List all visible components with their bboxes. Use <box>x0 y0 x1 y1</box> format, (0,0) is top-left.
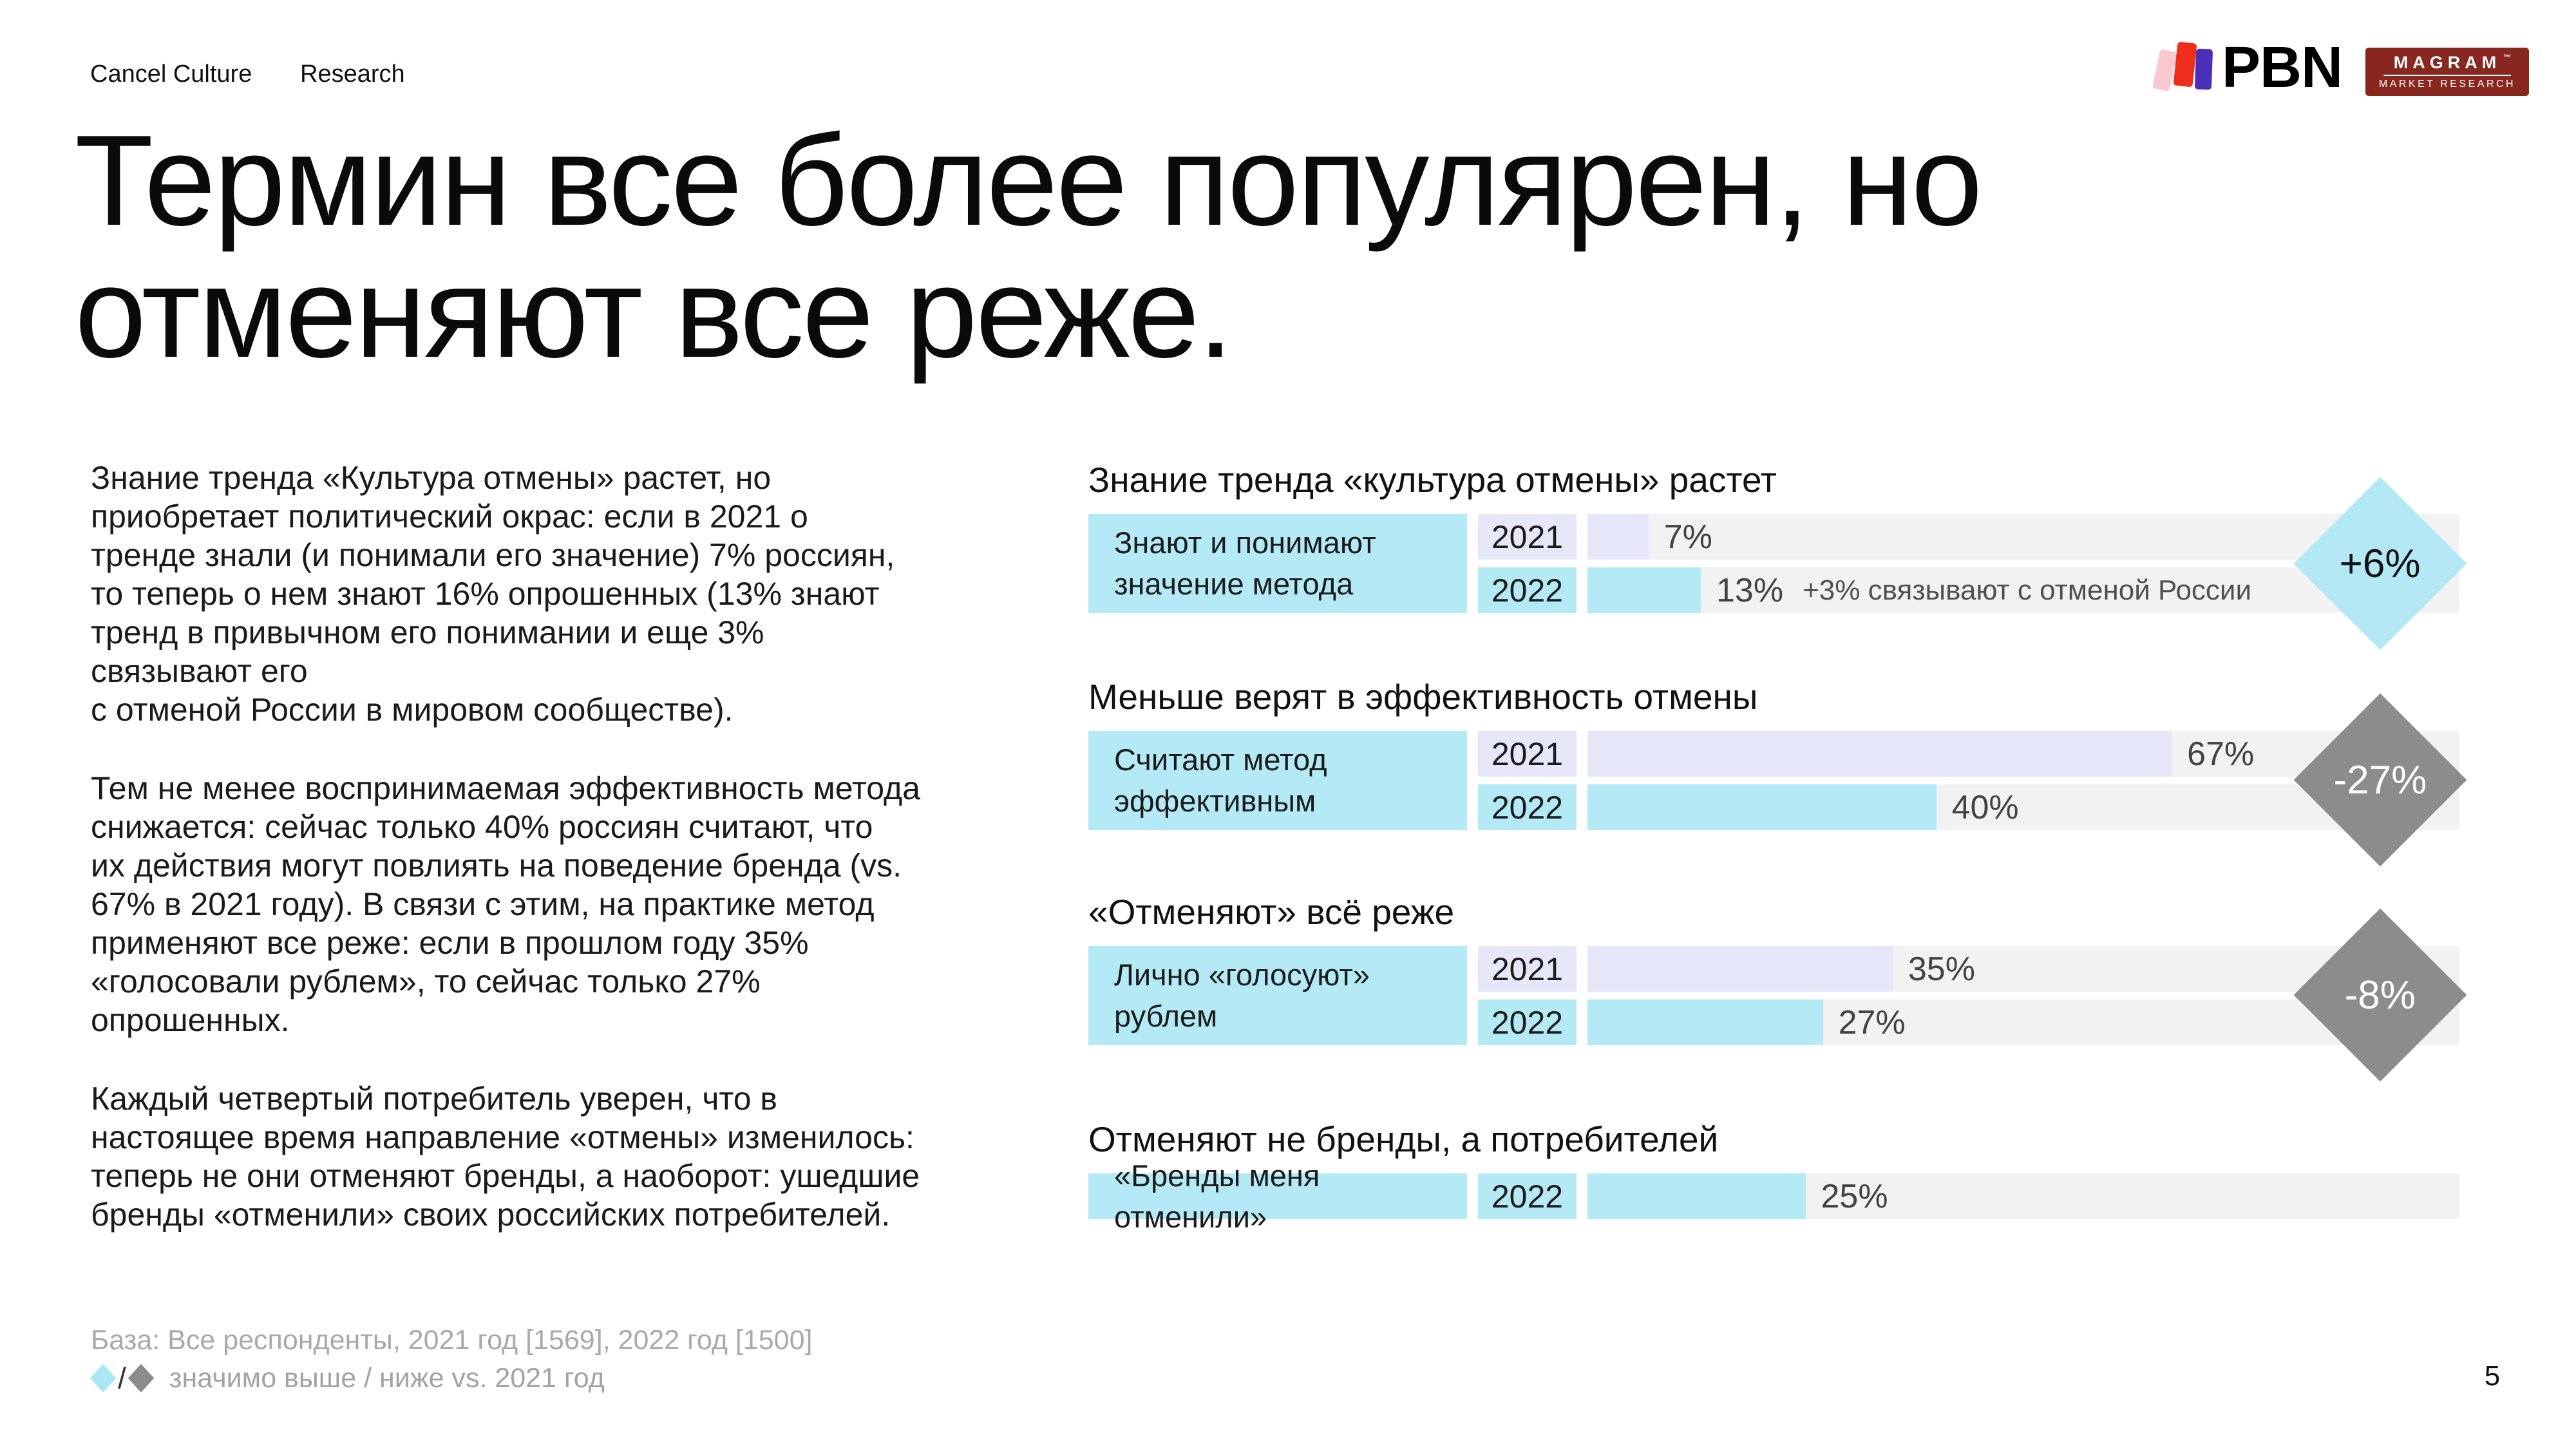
bar-fill <box>1587 946 1893 992</box>
page-number: 5 <box>2484 1360 2501 1392</box>
metric-label-box: «Бренды меня отменили» <box>1088 1159 1467 1234</box>
magram-logo: MAGRAM ™ MARKET RESEARCH <box>2365 48 2529 96</box>
legend-diamond-down-icon <box>128 1363 154 1393</box>
bar-value-label: 35% <box>1908 950 1975 988</box>
paragraph-knowledge: Знание тренда «Культура отмены» растет, … <box>91 460 895 728</box>
year-badge: 2022 <box>1478 567 1577 613</box>
nav-brand-label: Cancel Culture <box>90 61 252 88</box>
bar-value-label: 13% <box>1716 571 1784 609</box>
year-badge: 2021 <box>1478 731 1577 777</box>
year-badge: 2021 <box>1478 946 1577 992</box>
bar-row-2022: 2022 25% <box>1478 1173 2459 1219</box>
bar-value-label: 7% <box>1663 518 1712 556</box>
paragraph-reversal: Каждый четвертый потребитель уверен, что… <box>91 1081 920 1233</box>
chart-section-practice: «Отменяют» всё реже Лично «голосуют» руб… <box>1088 891 2473 1110</box>
metric-label-box: Считают метод эффективным <box>1088 731 1467 830</box>
change-badge-label: -27% <box>2333 757 2427 802</box>
pbn-wordmark: PBN <box>2222 35 2343 100</box>
body-copy: Знание тренда «Культура отмены» растет, … <box>91 459 1005 1274</box>
bar-track: 35% <box>1587 946 2459 992</box>
pbn-logo-pink-bar-icon <box>2152 48 2178 92</box>
metric-label-box: Лично «голосуют» рублем <box>1088 946 1467 1045</box>
legend-diamond-up-icon <box>90 1363 117 1393</box>
magram-logo-divider <box>2383 75 2511 76</box>
bar-annotation: +3% связывают с отменой России <box>1803 574 2252 606</box>
chart-title: «Отменяют» всё реже <box>1088 892 1455 932</box>
bar-value-label: 25% <box>1821 1177 1888 1215</box>
nav-section-label: Research <box>300 61 405 88</box>
bar-value-label: 27% <box>1838 1003 1906 1041</box>
chart-title: Отменяют не бренды, а потребителей <box>1088 1119 1719 1159</box>
magram-logo-title: MAGRAM ™ <box>2394 53 2511 71</box>
bar-row-2021: 2021 67% <box>1478 731 2459 777</box>
legend-label: значимо выше / ниже vs. 2021 год <box>169 1362 605 1394</box>
pbn-logo: PBN <box>2152 35 2349 102</box>
bar-fill <box>1587 1173 1806 1219</box>
bar-fill <box>1587 784 1937 830</box>
chart-section-awareness: Знание тренда «культура отмены» растет З… <box>1088 459 2473 677</box>
chart-section-effectiveness: Меньше верят в эффективность отмены Счит… <box>1088 676 2473 895</box>
magram-trademark-icon: ™ <box>2503 53 2512 62</box>
bar-track: 67% <box>1587 731 2459 777</box>
metric-label-box: Знают и понимают значение метода <box>1088 514 1467 613</box>
page-title: Термин все более популярен, но отменяют … <box>75 109 1983 384</box>
bar-fill <box>1587 567 1701 613</box>
bar-track: 40% <box>1587 784 2459 830</box>
bar-fill <box>1587 731 2172 777</box>
pbn-logo-purple-bar-icon <box>2194 48 2213 90</box>
year-badge: 2022 <box>1478 1173 1577 1219</box>
change-badge-label: +6% <box>2340 541 2421 586</box>
bar-track: 25% <box>1587 1173 2459 1219</box>
chart-title: Меньше верят в эффективность отмены <box>1088 677 1758 717</box>
chart-section-consumers-cancelled: Отменяют не бренды, а потребителей «Брен… <box>1088 1118 2473 1247</box>
year-badge: 2022 <box>1478 999 1577 1045</box>
legend-separator: / <box>118 1361 126 1395</box>
year-badge: 2021 <box>1478 514 1577 560</box>
magram-logo-subtitle: MARKET RESEARCH <box>2378 79 2516 90</box>
change-badge-label: -8% <box>2344 972 2416 1018</box>
bar-value-label: 40% <box>1951 788 2019 826</box>
bar-row-2022: 2022 40% <box>1478 784 2459 830</box>
bar-fill <box>1587 999 1823 1045</box>
base-note: База: Все респонденты, 2021 год [1569], … <box>91 1325 813 1356</box>
bar-fill <box>1587 514 1649 560</box>
paragraph-effectiveness: Тем не менее воспринимаемая эффективност… <box>91 770 920 1038</box>
year-badge: 2022 <box>1478 784 1577 830</box>
pbn-logo-red-bar-icon <box>2173 41 2197 88</box>
bar-row-2021: 2021 35% <box>1478 946 2459 992</box>
significance-legend: / значимо выше / ниже vs. 2021 год <box>89 1359 605 1397</box>
bar-value-label: 67% <box>2187 735 2255 773</box>
chart-title: Знание тренда «культура отмены» растет <box>1088 460 1777 500</box>
